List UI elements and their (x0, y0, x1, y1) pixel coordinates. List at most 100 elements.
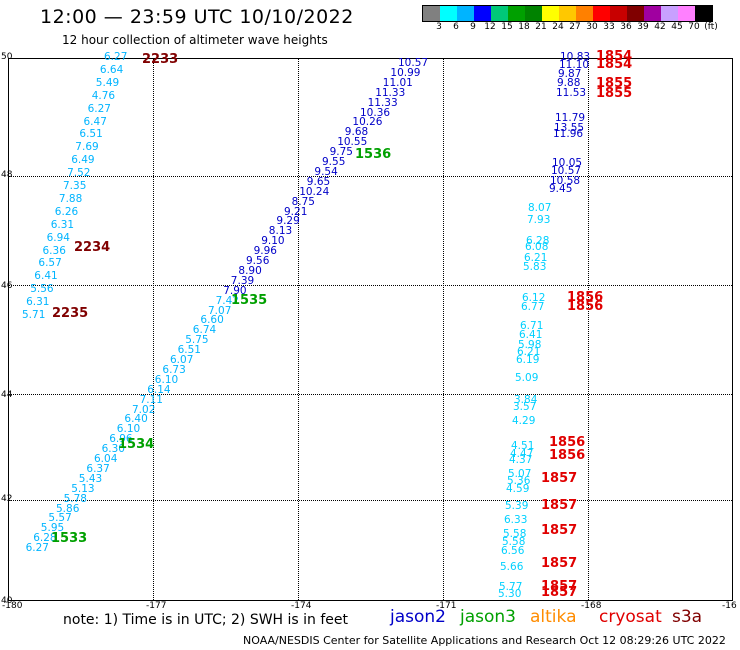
wave-height-value: 5.58 (503, 528, 527, 540)
wave-height-value: 10.57 (551, 165, 582, 177)
wave-height-value: 9.21 (284, 205, 308, 218)
pass-time-label: 1856 (567, 290, 604, 305)
colorbar-swatch (661, 6, 678, 21)
wave-height-value: 6.94 (46, 231, 70, 244)
colorbar-label: 33 (603, 22, 615, 32)
lon-tick-label: -16 (722, 601, 737, 611)
pass-time-label: 1855 (596, 86, 633, 101)
colorbar-label: 30 (586, 22, 598, 32)
pass-time-label: 2233 (142, 52, 179, 67)
wave-height-value: 6.27 (104, 51, 128, 63)
wave-height-value: 5.09 (515, 372, 539, 384)
legend-s3a: s3a (672, 607, 703, 627)
wave-height-value: 8.13 (268, 225, 293, 238)
wave-height-value: 7.42 (215, 294, 239, 307)
grid-line (9, 394, 732, 395)
colorbar-swatch (491, 6, 508, 21)
pass-time-label: 1857 (541, 556, 578, 571)
wave-height-value: 5.77 (499, 581, 523, 593)
wave-height-value: 4.51 (511, 440, 535, 452)
grid-line (443, 59, 444, 600)
colorbar-swatch (542, 6, 559, 21)
legend-altika: altika (530, 607, 577, 627)
wave-height-value: 7.52 (67, 167, 91, 180)
wave-height-value: 6.27 (87, 102, 111, 115)
wave-height-value: 5.95 (40, 522, 65, 535)
lon-tick-label: -168 (581, 601, 602, 611)
wave-height-value: 6.49 (71, 154, 95, 167)
lon-tick-label: -174 (291, 601, 312, 611)
map-subtitle: 12 hour collection of altimeter wave hei… (62, 33, 328, 47)
wave-height-value: 10.05 (552, 157, 583, 169)
wave-height-value: 8.07 (528, 202, 552, 214)
colorbar-label: 18 (518, 22, 530, 32)
grid-line (298, 59, 299, 600)
legend-cryosat: cryosat (599, 607, 662, 627)
wave-height-value: 6.41 (519, 329, 543, 341)
wave-height-value: 7.90 (223, 284, 247, 297)
wave-height-value: 6.21 (517, 346, 541, 358)
wave-height-value: 6.08 (525, 241, 549, 253)
colorbar-label: 42 (654, 22, 666, 32)
wave-height-value: 6.73 (162, 363, 186, 376)
wave-height-value: 11.01 (382, 76, 413, 89)
pass-time-label: 1857 (541, 585, 578, 600)
wave-height-value: 10.83 (560, 51, 591, 63)
wave-height-value: 7.69 (75, 141, 99, 154)
wave-height-value: 9.96 (253, 245, 277, 258)
wave-height-value: 6.21 (524, 252, 548, 264)
wave-height-value: 6.74 (192, 324, 217, 337)
wave-height-value: 6.60 (200, 314, 224, 327)
colorbar-swatch (525, 6, 542, 21)
wave-height-value: 7.88 (58, 192, 83, 205)
wave-height-value: 9.68 (344, 126, 369, 139)
credit-line: NOAA/NESDIS Center for Satellite Applica… (243, 634, 726, 647)
wave-height-value: 9.87 (558, 68, 582, 80)
wave-height-value: 10.57 (398, 57, 429, 69)
legend-jason3: jason3 (460, 607, 516, 627)
colorbar-label: 21 (535, 22, 547, 32)
lon-tick-label: -177 (146, 601, 167, 611)
colorbar-swatch (610, 6, 627, 21)
wave-height-value: 6.26 (54, 205, 79, 218)
wave-height-value: 6.28 (526, 235, 550, 247)
pass-time-label: 1857 (541, 498, 578, 513)
wave-height-value: 7.39 (230, 274, 255, 287)
colorbar-swatch (576, 6, 593, 21)
wave-height-value: 5.36 (507, 475, 531, 487)
wave-height-value: 7.07 (208, 304, 232, 317)
wave-height-value: 8.75 (291, 195, 315, 208)
wave-height-value: 9.29 (276, 215, 300, 228)
wave-height-value: 3.84 (514, 394, 538, 406)
wave-height-value: 5.58 (502, 536, 526, 548)
colorbar-label: (ft) (704, 22, 718, 32)
wave-height-value: 4.47 (510, 448, 534, 460)
wave-height-value: 5.49 (95, 76, 120, 89)
wave-height-value: 6.40 (124, 413, 148, 426)
pass-time-label: 1856 (549, 448, 586, 463)
wave-height-value: 3.57 (513, 401, 537, 413)
colorbar-swatch (440, 6, 457, 21)
wave-height-value: 7.35 (63, 180, 87, 192)
wave-height-value: 6.41 (34, 270, 58, 283)
colorbar-swatch (423, 6, 440, 21)
colorbar-label: 6 (453, 22, 459, 32)
wave-height-value: 5.75 (185, 334, 209, 347)
pass-time-label: 1857 (541, 471, 578, 486)
map-title: 12:00 — 23:59 UTC 10/10/2022 (40, 6, 354, 28)
wave-height-value: 5.66 (500, 561, 524, 573)
wave-height-value: 6.96 (109, 433, 133, 446)
wave-height-value: 10.26 (352, 116, 383, 129)
pass-time-label: 1536 (355, 147, 392, 162)
wave-height-value: 10.99 (390, 66, 421, 79)
pass-time-label: 1854 (596, 57, 633, 72)
wave-height-value: 11.33 (375, 86, 406, 99)
colorbar (422, 5, 713, 22)
legend-jason2: jason2 (390, 607, 446, 627)
wave-height-value: 9.88 (557, 77, 581, 89)
wave-height-value: 6.51 (79, 128, 103, 141)
wave-height-value: 6.31 (26, 296, 50, 309)
pass-time-label: 1856 (567, 299, 604, 314)
grid-line (9, 500, 732, 501)
wave-height-value: 4.76 (91, 89, 116, 102)
